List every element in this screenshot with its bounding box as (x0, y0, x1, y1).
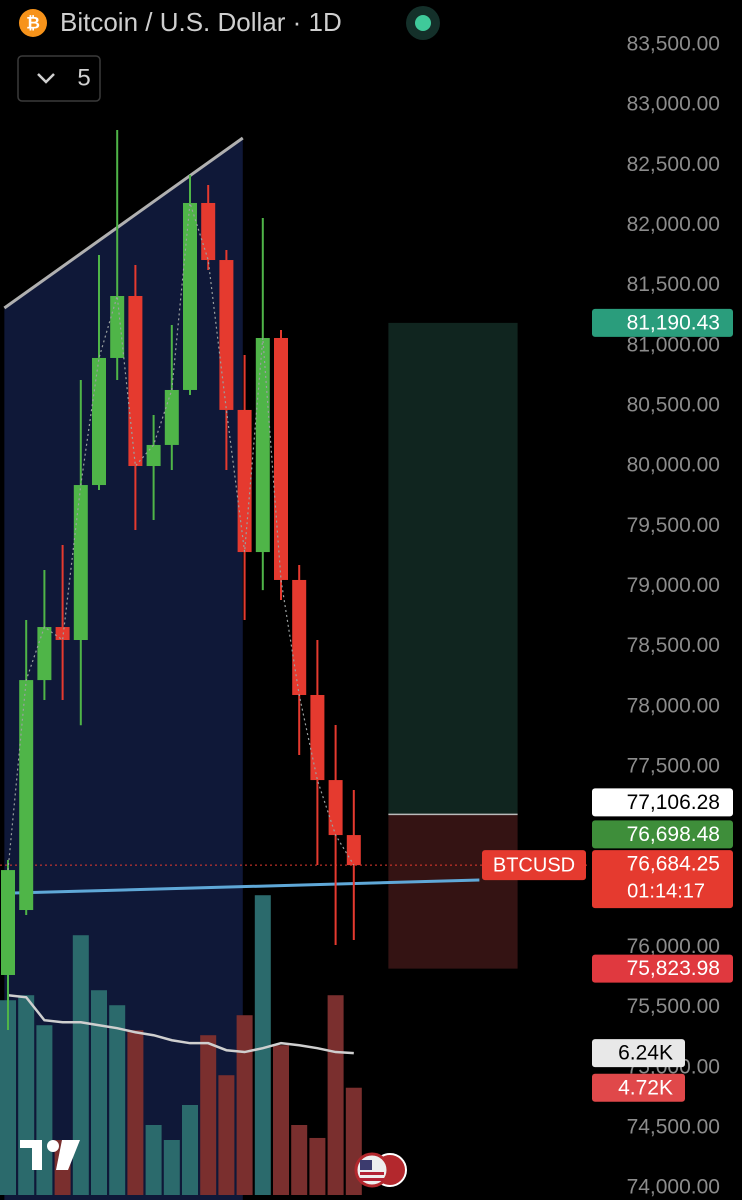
chart-title: Bitcoin / U.S. Dollar · 1D (60, 7, 342, 37)
volume-label: 4.72K (618, 1076, 673, 1099)
event-flags[interactable] (354, 1152, 407, 1188)
volume-label-bg (592, 1073, 685, 1102)
target-label-bg (592, 308, 733, 337)
volume-bar (327, 995, 344, 1195)
indicator-toggle[interactable] (17, 55, 101, 102)
candle-body (183, 202, 197, 390)
volume-bar (163, 1140, 180, 1195)
volume-bar (18, 995, 35, 1195)
volume-bar (127, 1030, 144, 1195)
status-dot (415, 15, 431, 31)
candle-body (255, 337, 270, 553)
volume-bar (145, 1125, 162, 1195)
plot-area (0, 129, 590, 1200)
candle-body (164, 389, 179, 445)
symbol-tag: BTCUSD (493, 854, 575, 876)
entry-label-bg (592, 788, 733, 817)
volume-bar (309, 1137, 326, 1195)
countdown-label: 01:14:17 (627, 880, 705, 902)
loss-zone (388, 814, 518, 969)
candle-body (55, 627, 70, 641)
y-tick-label: 79,500.00 (627, 514, 720, 537)
volume-bar (254, 895, 271, 1195)
y-tick-label: 80,000.00 (627, 454, 720, 477)
candle-body (73, 485, 88, 641)
close-line (7, 202, 355, 871)
y-tick-label: 74,000.00 (627, 1176, 720, 1199)
volume-bar (91, 990, 107, 1195)
candle-body (92, 357, 106, 486)
y-tick-label: 81,000.00 (627, 333, 720, 356)
volume-bar (182, 1105, 198, 1195)
channel-fill (4, 138, 243, 1200)
candle-body (292, 579, 307, 695)
y-tick-label: 74,500.00 (627, 1115, 720, 1138)
candle-body (146, 444, 161, 467)
stop-label: 75,823.98 (627, 957, 720, 980)
candle-body (274, 337, 288, 580)
y-tick-label: 76,000.00 (627, 935, 720, 958)
trendline (4, 878, 480, 895)
y-tick-label: 78,000.00 (627, 694, 720, 717)
volume-ma-label: 6.24K (618, 1042, 673, 1065)
y-tick-label: 83,500.00 (627, 33, 720, 56)
entry-label: 77,106.28 (627, 791, 720, 814)
stop-label-bg (592, 954, 733, 983)
y-tick-label: 79,000.00 (627, 574, 720, 597)
indicator-count: 5 (77, 64, 90, 91)
y-tick-label: 78,500.00 (627, 634, 720, 657)
chevron-icon (37, 73, 55, 84)
volume-bar (291, 1125, 308, 1195)
volume-bar (236, 1015, 253, 1195)
volume-ma (7, 993, 354, 1055)
candle-body (128, 295, 143, 467)
last-price-label: 76,684.25 (627, 853, 720, 876)
profit-zone (388, 322, 518, 815)
last-label-bg (592, 850, 733, 909)
candle-body (328, 780, 343, 836)
y-tick-label: 81,500.00 (627, 273, 720, 296)
bid-label-bg (592, 820, 733, 849)
volume-bar (109, 1005, 126, 1195)
y-tick-label: 82,000.00 (627, 213, 720, 236)
volume-bar (218, 1075, 235, 1195)
y-tick-label: 80,500.00 (627, 394, 720, 417)
candle-body (346, 835, 361, 866)
y-tick-label: 75,500.00 (627, 995, 720, 1018)
bitcoin-symbol: ₿ (26, 13, 40, 32)
candle-body (219, 260, 234, 410)
candle-body (1, 870, 15, 975)
candle-body (110, 295, 125, 358)
volume-bar (72, 935, 89, 1195)
volume-bar (200, 1035, 217, 1195)
y-tick-label: 83,000.00 (627, 93, 720, 116)
candle-body (19, 680, 34, 911)
volume-bar (273, 1045, 289, 1195)
symbol-tag-bg (482, 850, 586, 881)
candle-body (37, 627, 52, 681)
bid-label: 76,698.48 (627, 823, 720, 846)
candle-body (310, 694, 325, 781)
price-scale: 74,000.0074,500.0075,000.0075,500.0076,0… (482, 33, 733, 1199)
y-tick-label: 82,500.00 (627, 153, 720, 176)
candle-body (201, 202, 216, 261)
candle-body (237, 409, 252, 553)
tradingview-logo (20, 1140, 80, 1170)
y-tick-label: 77,500.00 (627, 754, 720, 777)
bitcoin-icon (19, 9, 47, 37)
trendline (3, 136, 244, 310)
volume-ma-label-bg (592, 1039, 685, 1068)
volume-bar (0, 1000, 16, 1195)
target-label: 81,190.43 (627, 311, 720, 334)
